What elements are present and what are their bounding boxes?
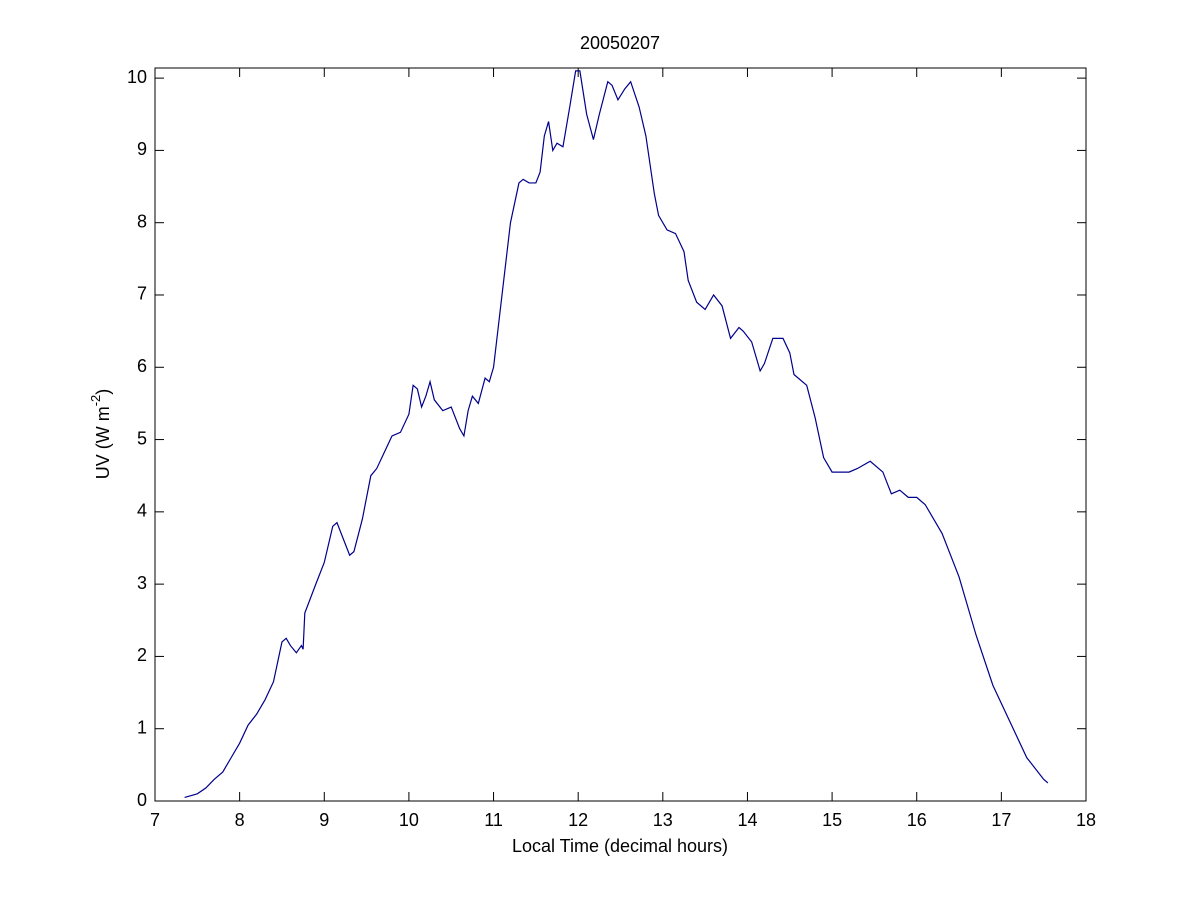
y-label-sup: -2 [88,395,103,407]
y-tick-label: 9 [137,139,147,159]
x-tick-label: 7 [150,810,160,830]
x-axis-label: Local Time (decimal hours) [512,836,728,856]
y-tick-label: 10 [127,67,147,87]
y-tick-label: 2 [137,645,147,665]
y-tick-label: 4 [137,501,147,521]
x-tick-label: 12 [568,810,588,830]
y-axis-label: UV (W m-2) [88,389,112,480]
y-tick-label: 8 [137,211,147,231]
plot-frame [154,67,1087,802]
chart-title: 20050207 [580,33,660,53]
y-tick-label: 0 [137,790,147,810]
x-tick-label: 11 [484,810,503,830]
y-label-end: ) [93,389,113,395]
y-label-text: UV (W m [93,406,113,479]
x-tick-label: 8 [235,810,245,830]
y-tick-label: 6 [137,356,147,376]
x-tick-label: 13 [653,810,673,830]
x-tick-label: 15 [822,810,842,830]
y-tick-label: 5 [137,428,147,448]
x-tick-label: 14 [737,810,757,830]
uv-line [184,70,1049,798]
x-tick-label: 16 [907,810,927,830]
x-tick-label: 10 [399,810,419,830]
y-tick-label: 7 [137,284,147,304]
y-tick-label: 3 [137,573,147,593]
x-tick-label: 9 [319,810,329,830]
x-tick-label: 18 [1076,810,1096,830]
y-tick-label: 1 [137,717,147,737]
x-tick-label: 17 [991,810,1011,830]
